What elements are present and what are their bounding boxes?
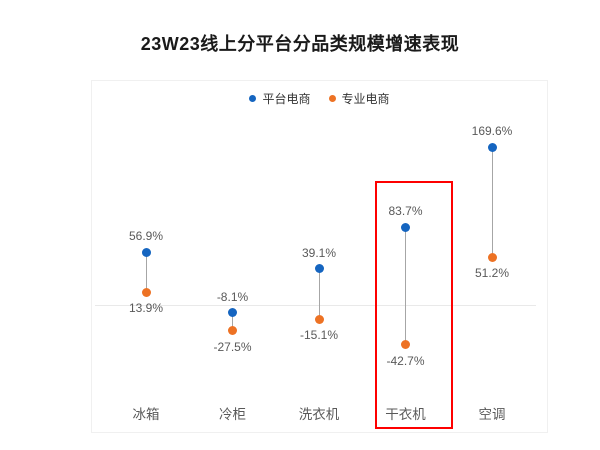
legend-marker-platform-icon — [249, 95, 257, 102]
specialist-data-label: 13.9% — [128, 301, 164, 316]
specialist-data-label: -42.7% — [386, 353, 425, 368]
category-label: 冷柜 — [219, 407, 246, 422]
category-label: 干衣机 — [385, 407, 426, 422]
category-label: 洗衣机 — [298, 407, 340, 422]
specialist-data-point — [141, 287, 151, 297]
platform-data-label: 169.6% — [471, 124, 513, 139]
platform-data-label: 39.1% — [301, 245, 337, 260]
specialist-data-point — [314, 314, 324, 324]
platform-data-point — [487, 142, 497, 152]
specialist-data-label: -15.1% — [299, 328, 339, 343]
legend-item-platform: 平台电商 — [249, 90, 311, 107]
connector-line — [145, 252, 147, 293]
specialist-data-point — [487, 252, 497, 262]
platform-data-label: 83.7% — [388, 204, 423, 219]
legend-label-specialist: 专业电商 — [341, 92, 390, 106]
chart-title: 23W23线上分平台分品类规模增速表现 — [140, 34, 460, 54]
connector-line — [232, 312, 233, 331]
platform-data-point — [141, 247, 151, 257]
chart-container: 平台电商 专业电商 56.9% 13.9% 冰箱 -8.1% -27.5% 冷柜 39.1%… — [91, 80, 548, 433]
connector-line — [491, 147, 493, 258]
connector-line — [405, 227, 406, 345]
platform-data-point — [401, 222, 410, 232]
platform-data-label: 56.9% — [128, 229, 164, 244]
legend-label-platform: 平台电商 — [262, 92, 311, 106]
legend-item-specialist: 专业电商 — [328, 90, 390, 107]
highlight-rectangle — [374, 181, 453, 429]
legend: 平台电商 专业电商 — [92, 90, 547, 107]
platform-data-point — [228, 308, 237, 318]
platform-data-label: -8.1% — [216, 289, 249, 304]
category-label: 冰箱 — [132, 407, 160, 422]
platform-data-point — [314, 264, 324, 274]
specialist-data-point — [401, 340, 410, 350]
specialist-data-label: 51.2% — [474, 266, 510, 281]
specialist-data-point — [228, 326, 237, 336]
specialist-data-label: -27.5% — [213, 339, 252, 354]
zero-gridline — [95, 305, 536, 306]
legend-marker-specialist-icon — [328, 95, 336, 102]
connector-line — [318, 268, 320, 320]
category-label: 空调 — [478, 407, 506, 422]
